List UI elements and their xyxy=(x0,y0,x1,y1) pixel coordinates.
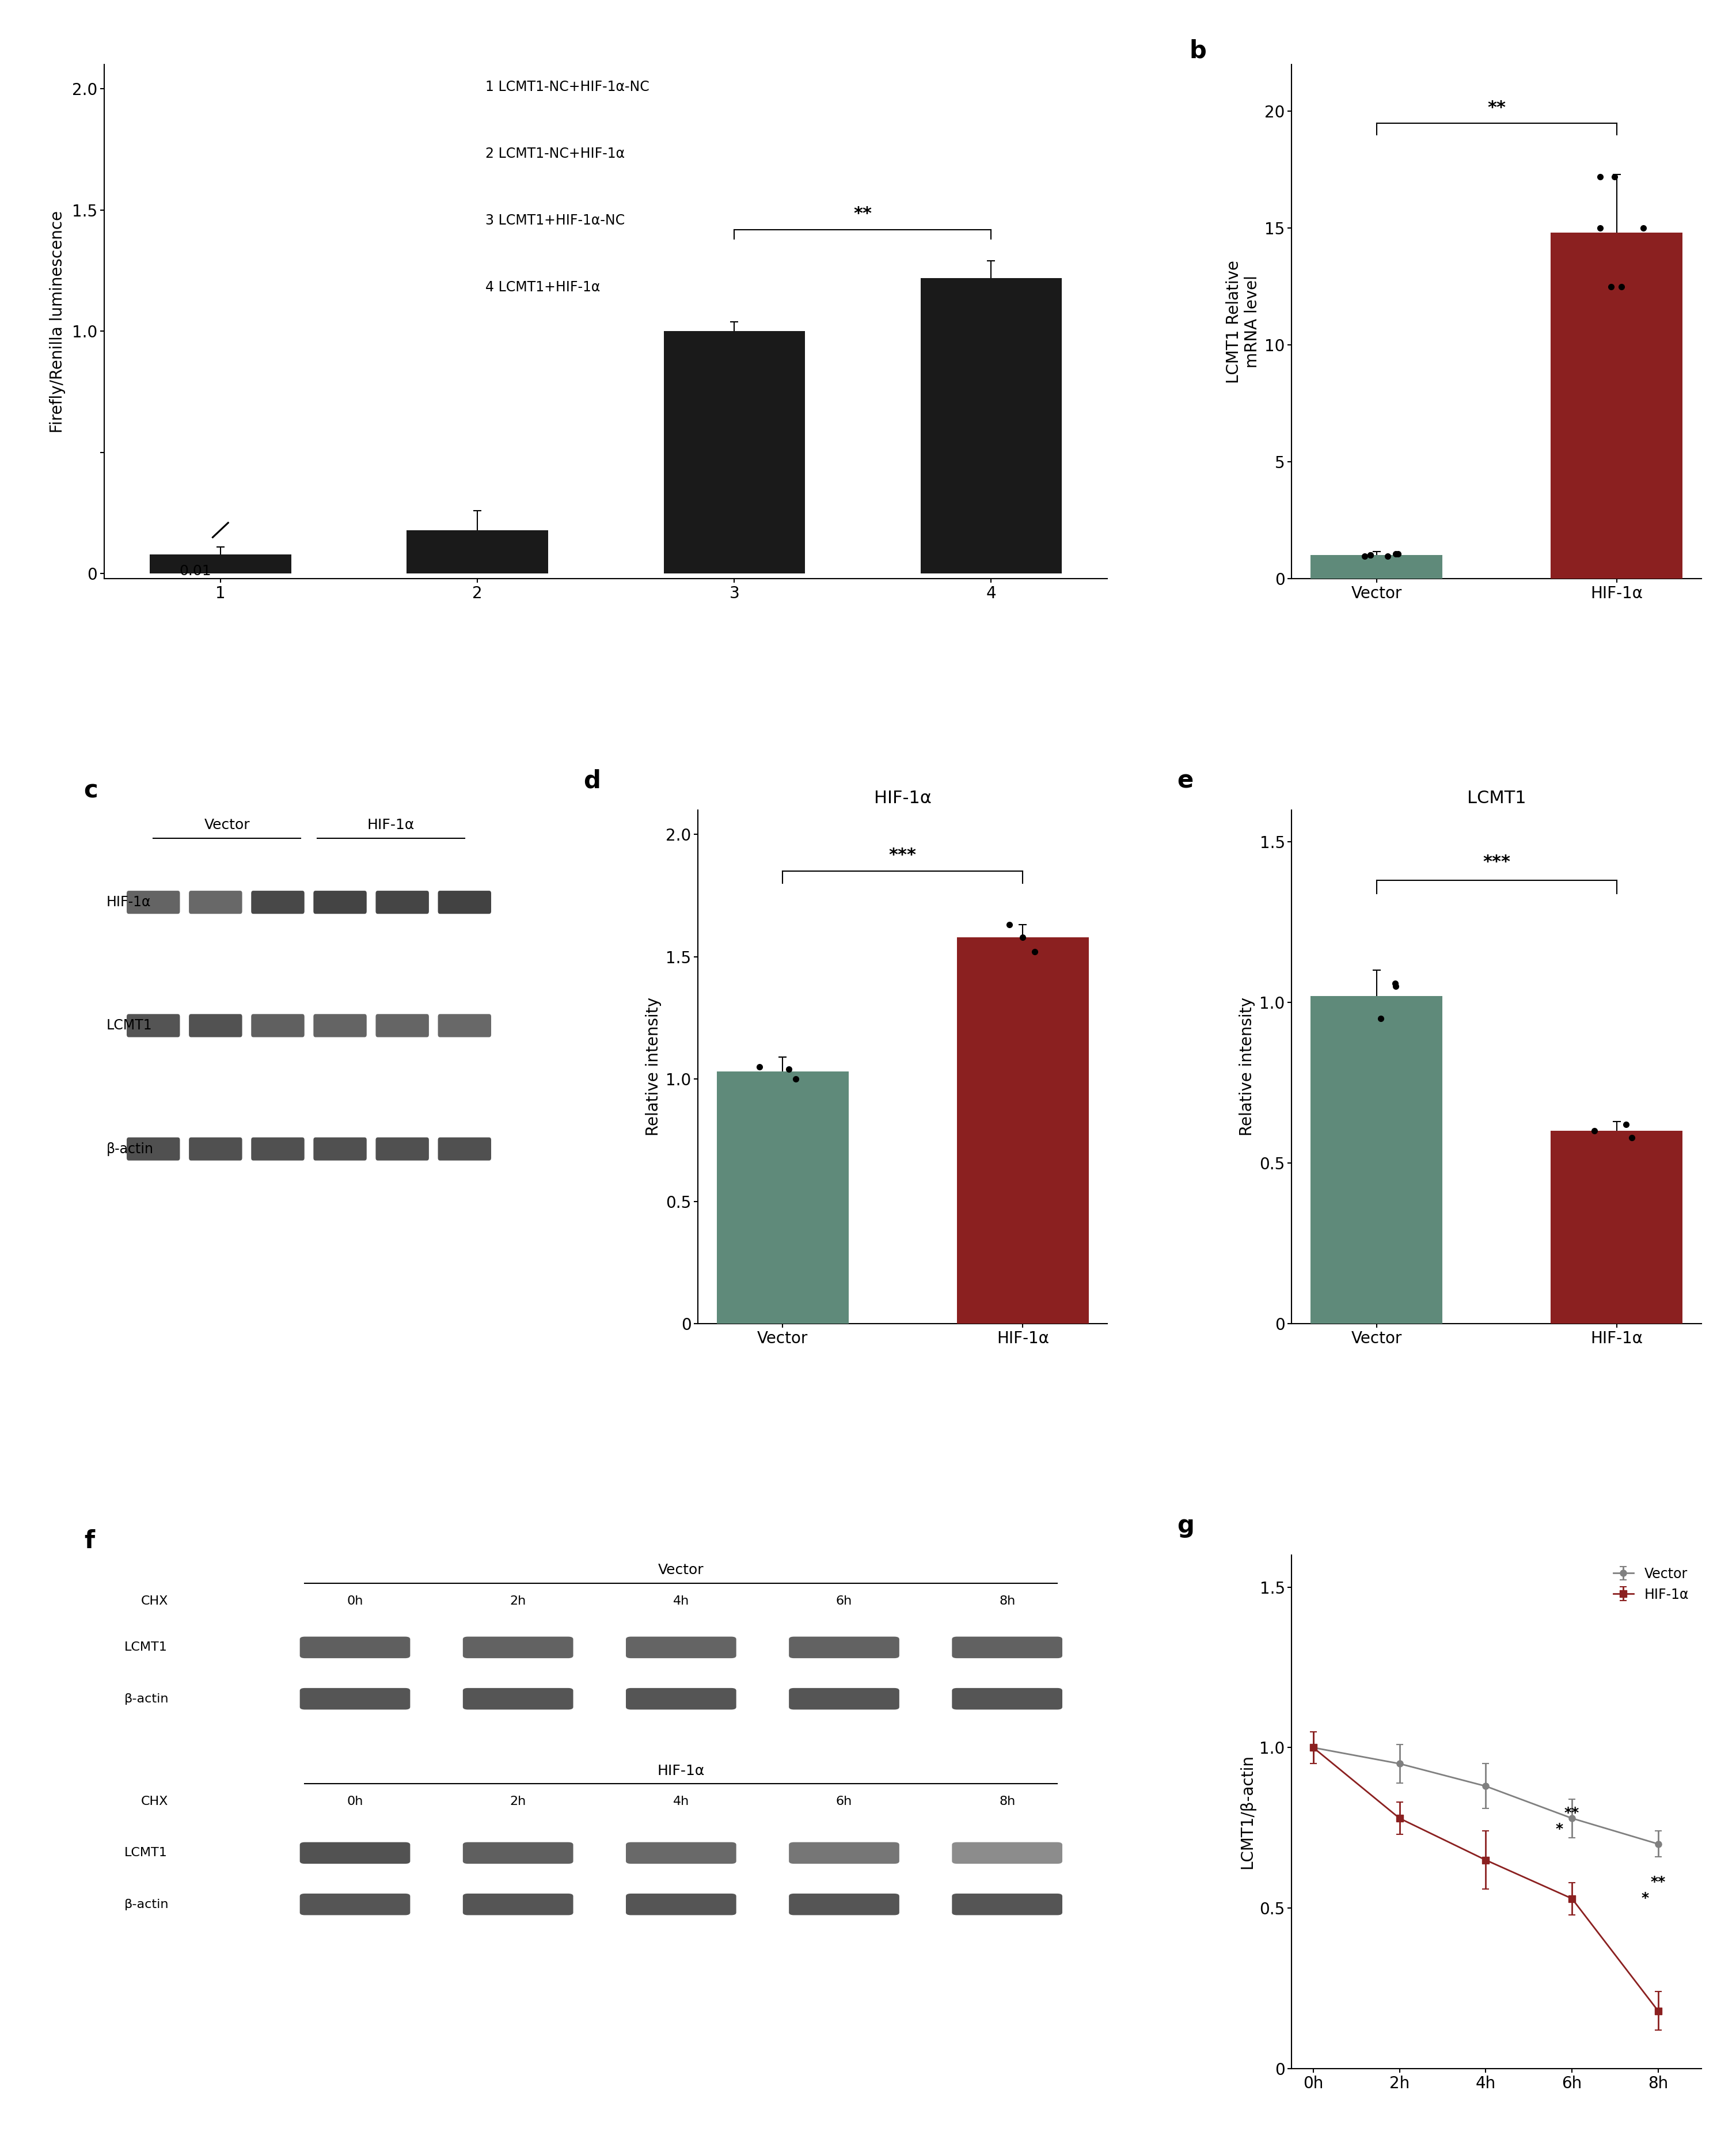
Text: c: c xyxy=(83,778,97,804)
Text: β-actin: β-actin xyxy=(106,1142,153,1155)
Text: *: * xyxy=(1642,1892,1649,1905)
Bar xyxy=(663,332,806,573)
Text: b: b xyxy=(1189,39,1207,62)
Text: HIF-1α: HIF-1α xyxy=(658,1763,705,1778)
Text: 6h: 6h xyxy=(837,1795,852,1808)
Text: 1 LCMT1-NC+HIF-1α-NC: 1 LCMT1-NC+HIF-1α-NC xyxy=(486,80,649,95)
FancyBboxPatch shape xyxy=(127,1138,181,1162)
Text: 2 LCMT1-NC+HIF-1α: 2 LCMT1-NC+HIF-1α xyxy=(486,147,625,162)
Text: 4h: 4h xyxy=(674,1795,689,1808)
FancyBboxPatch shape xyxy=(127,890,181,914)
FancyBboxPatch shape xyxy=(464,1687,573,1709)
Y-axis label: LCMT1/β-actin: LCMT1/β-actin xyxy=(1240,1754,1255,1868)
FancyBboxPatch shape xyxy=(788,1687,899,1709)
FancyBboxPatch shape xyxy=(788,1894,899,1916)
Text: 0h: 0h xyxy=(347,1795,363,1808)
Bar xyxy=(406,530,549,573)
FancyBboxPatch shape xyxy=(375,1015,429,1037)
Bar xyxy=(920,278,1062,573)
FancyBboxPatch shape xyxy=(627,1687,736,1709)
Y-axis label: Relative intensity: Relative intensity xyxy=(1240,998,1255,1136)
FancyBboxPatch shape xyxy=(627,1894,736,1916)
Text: g: g xyxy=(1177,1513,1194,1539)
Text: e: e xyxy=(1177,769,1193,793)
Text: CHX: CHX xyxy=(141,1595,168,1608)
Text: **: ** xyxy=(854,205,871,222)
Bar xyxy=(1311,556,1443,578)
Text: LCMT1: LCMT1 xyxy=(106,1019,153,1032)
FancyBboxPatch shape xyxy=(300,1894,410,1916)
FancyBboxPatch shape xyxy=(189,1138,241,1162)
FancyBboxPatch shape xyxy=(300,1843,410,1864)
FancyBboxPatch shape xyxy=(375,890,429,914)
Legend: Vector, HIF-1α: Vector, HIF-1α xyxy=(1608,1562,1694,1608)
Text: **: ** xyxy=(1564,1806,1580,1819)
FancyBboxPatch shape xyxy=(300,1636,410,1657)
Text: 0.01: 0.01 xyxy=(179,565,212,578)
FancyBboxPatch shape xyxy=(437,890,491,914)
Text: 0h: 0h xyxy=(347,1595,363,1608)
Text: ***: *** xyxy=(1483,853,1510,871)
Text: Vector: Vector xyxy=(658,1562,705,1577)
FancyBboxPatch shape xyxy=(437,1015,491,1037)
Text: **: ** xyxy=(1651,1875,1667,1890)
Title: LCMT1: LCMT1 xyxy=(1467,791,1526,806)
Bar xyxy=(957,937,1088,1323)
FancyBboxPatch shape xyxy=(189,890,241,914)
Text: β-actin: β-actin xyxy=(125,1694,168,1705)
FancyBboxPatch shape xyxy=(252,1015,304,1037)
Text: Vector: Vector xyxy=(205,819,250,832)
Text: LCMT1: LCMT1 xyxy=(125,1847,167,1860)
Bar xyxy=(149,554,292,573)
FancyBboxPatch shape xyxy=(375,1138,429,1162)
FancyBboxPatch shape xyxy=(627,1843,736,1864)
Y-axis label: Relative intensity: Relative intensity xyxy=(646,998,661,1136)
FancyBboxPatch shape xyxy=(314,890,366,914)
FancyBboxPatch shape xyxy=(951,1636,1062,1657)
FancyBboxPatch shape xyxy=(464,1636,573,1657)
Text: HIF-1α: HIF-1α xyxy=(106,894,151,909)
Text: d: d xyxy=(583,769,601,793)
Title: HIF-1α: HIF-1α xyxy=(873,791,932,806)
Text: 8h: 8h xyxy=(998,1595,1016,1608)
FancyBboxPatch shape xyxy=(788,1843,899,1864)
Text: 8h: 8h xyxy=(998,1795,1016,1808)
Text: 3 LCMT1+HIF-1α-NC: 3 LCMT1+HIF-1α-NC xyxy=(486,213,625,228)
FancyBboxPatch shape xyxy=(464,1843,573,1864)
FancyBboxPatch shape xyxy=(464,1894,573,1916)
FancyBboxPatch shape xyxy=(252,890,304,914)
Text: **: ** xyxy=(1488,99,1505,116)
FancyBboxPatch shape xyxy=(300,1687,410,1709)
FancyBboxPatch shape xyxy=(189,1015,241,1037)
Text: f: f xyxy=(83,1530,94,1554)
FancyBboxPatch shape xyxy=(127,1015,181,1037)
FancyBboxPatch shape xyxy=(314,1015,366,1037)
Text: 6h: 6h xyxy=(837,1595,852,1608)
Text: ***: *** xyxy=(889,847,917,864)
FancyBboxPatch shape xyxy=(252,1138,304,1162)
FancyBboxPatch shape xyxy=(951,1843,1062,1864)
FancyBboxPatch shape xyxy=(951,1687,1062,1709)
Text: 2h: 2h xyxy=(510,1795,526,1808)
Text: 4h: 4h xyxy=(674,1595,689,1608)
FancyBboxPatch shape xyxy=(788,1636,899,1657)
Bar xyxy=(717,1071,849,1323)
Text: β-actin: β-actin xyxy=(125,1899,168,1909)
Y-axis label: Firefly/Renilla luminescence: Firefly/Renilla luminescence xyxy=(49,211,66,433)
Text: 4 LCMT1+HIF-1α: 4 LCMT1+HIF-1α xyxy=(486,280,601,295)
FancyBboxPatch shape xyxy=(951,1894,1062,1916)
Text: HIF-1α: HIF-1α xyxy=(366,819,415,832)
Text: CHX: CHX xyxy=(141,1795,168,1808)
Bar xyxy=(1311,996,1443,1323)
FancyBboxPatch shape xyxy=(314,1138,366,1162)
Text: LCMT1: LCMT1 xyxy=(125,1642,167,1653)
Text: 2h: 2h xyxy=(510,1595,526,1608)
FancyBboxPatch shape xyxy=(627,1636,736,1657)
Bar xyxy=(1550,233,1682,578)
FancyBboxPatch shape xyxy=(437,1138,491,1162)
Y-axis label: LCMT1 Relative
mRNA level: LCMT1 Relative mRNA level xyxy=(1226,261,1260,384)
Text: *: * xyxy=(1555,1823,1562,1836)
Bar xyxy=(1550,1131,1682,1323)
